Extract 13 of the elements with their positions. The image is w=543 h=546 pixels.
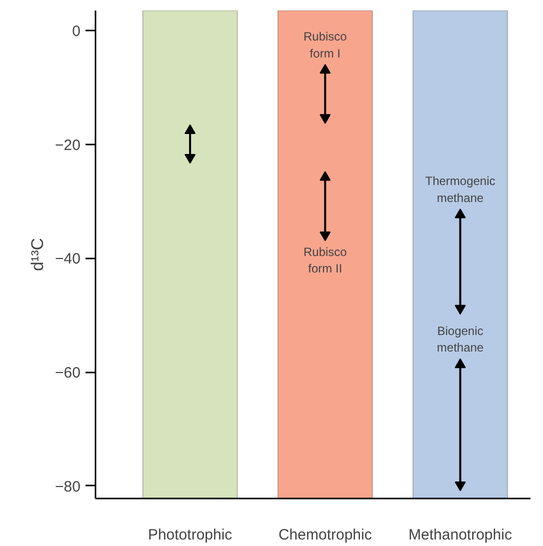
- x-tick-label: Chemotrophic: [278, 526, 372, 544]
- series-label: Rubisco form I: [303, 29, 348, 60]
- series-label: Biogenic methane: [436, 324, 484, 355]
- x-tick-label: Methanotrophic: [408, 526, 512, 544]
- series-label: Thermogenic methane: [425, 174, 496, 205]
- series-label: Rubisco form II: [303, 244, 348, 276]
- y-tick-label: −60: [55, 364, 81, 382]
- y-tick-label: −20: [55, 136, 81, 154]
- y-tick-label: −40: [55, 250, 81, 268]
- y-tick-label: 0: [72, 22, 80, 40]
- y-tick-label: −80: [55, 478, 81, 496]
- y-axis-title: d¹³C: [28, 238, 48, 272]
- x-tick-label: Phototrophic: [148, 526, 233, 544]
